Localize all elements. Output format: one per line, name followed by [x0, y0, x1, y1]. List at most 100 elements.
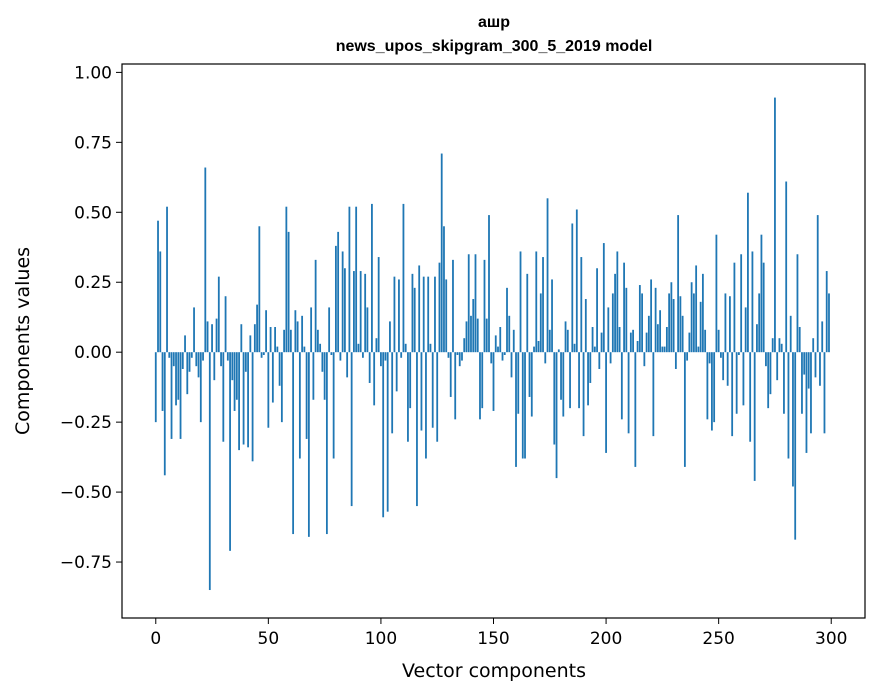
- bar-component-199: [602, 243, 605, 353]
- bar-component-190: [582, 352, 585, 437]
- bar-component-36: [235, 352, 238, 400]
- bar-component-137: [463, 338, 466, 353]
- bar-component-236: [686, 352, 689, 361]
- bar-component-135: [458, 352, 461, 367]
- bar-component-274: [771, 338, 774, 353]
- bar-component-145: [481, 352, 484, 409]
- bar-component-117: [418, 265, 421, 353]
- bar-component-11: [179, 352, 182, 439]
- bar-component-162: [519, 251, 522, 353]
- y-axis-label: Components values: [12, 247, 34, 435]
- bar-component-210: [627, 352, 630, 434]
- bar-component-100: [380, 352, 382, 367]
- bar-component-161: [517, 352, 520, 414]
- bar-component-156: [506, 287, 508, 353]
- bar-component-55: [278, 352, 281, 386]
- bar-component-263: [747, 192, 749, 353]
- plot-frame: [121, 63, 866, 619]
- bar-component-25: [211, 324, 213, 353]
- bar-component-78: [330, 352, 333, 355]
- bar-component-201: [607, 307, 610, 353]
- bar-component-95: [368, 352, 371, 383]
- bar-component-69: [310, 307, 313, 353]
- bar-component-216: [641, 293, 643, 353]
- chart-title-line-1: ашр: [478, 14, 510, 31]
- bar-component-118: [420, 352, 423, 431]
- bar-component-252: [722, 352, 725, 381]
- x-tick-label: 50: [258, 629, 280, 649]
- bar-component-41: [247, 352, 249, 448]
- bar-component-23: [206, 321, 209, 353]
- bar-component-211: [629, 332, 632, 353]
- bar-component-284: [794, 352, 797, 540]
- bar-component-208: [623, 262, 625, 353]
- bar-component-138: [465, 321, 468, 353]
- bar-component-22: [204, 167, 207, 353]
- y-tick-label: 0.00: [74, 343, 112, 363]
- bar-component-299: [828, 293, 830, 353]
- bar-component-120: [425, 352, 427, 459]
- bar-component-214: [636, 341, 639, 353]
- bar-component-254: [726, 352, 729, 386]
- bar-component-164: [524, 352, 526, 459]
- bar-component-76: [325, 352, 328, 535]
- bar-component-133: [454, 352, 457, 420]
- bar-component-102: [384, 352, 387, 361]
- bar-component-192: [587, 352, 589, 406]
- bar-component-264: [749, 352, 752, 442]
- bar-component-9: [175, 352, 177, 406]
- bar-component-175: [548, 329, 551, 353]
- bar-component-96: [371, 203, 373, 353]
- bar-component-73: [319, 343, 322, 353]
- bar-component-172: [542, 257, 544, 353]
- bar-component-212: [632, 329, 634, 353]
- bar-component-26: [213, 352, 216, 381]
- bar-component-52: [271, 352, 274, 403]
- bar-component-235: [683, 352, 686, 467]
- bar-component-122: [429, 343, 432, 353]
- bar-component-54: [276, 346, 279, 353]
- bar-component-63: [296, 321, 299, 353]
- y-tick-label: 0.75: [74, 133, 112, 153]
- bar-component-142: [474, 254, 477, 353]
- bar-component-97: [373, 352, 376, 406]
- bar-component-59: [287, 231, 290, 353]
- bar-component-68: [307, 352, 310, 537]
- y-tick-label: −0.75: [60, 553, 112, 573]
- bar-component-173: [544, 352, 547, 364]
- bar-component-266: [753, 352, 756, 481]
- bar-component-279: [783, 352, 785, 414]
- bar-component-39: [242, 352, 245, 445]
- bar-component-103: [386, 352, 389, 512]
- bar-component-270: [762, 262, 765, 353]
- bar-component-16: [190, 352, 193, 358]
- bar-component-213: [634, 352, 637, 467]
- bar-component-288: [803, 352, 806, 375]
- bar-component-47: [260, 352, 263, 358]
- bar-component-183: [566, 329, 569, 353]
- bar-component-227: [665, 327, 668, 353]
- bar-component-259: [738, 352, 740, 355]
- bar-component-57: [283, 329, 286, 353]
- bar-component-205: [616, 251, 619, 353]
- bar-component-130: [447, 352, 450, 358]
- bar-component-247: [711, 352, 713, 431]
- bar-component-84: [344, 268, 346, 353]
- bar-component-241: [697, 346, 700, 353]
- bar-component-30: [222, 352, 225, 442]
- bar-component-219: [647, 315, 650, 353]
- y-tick-label: 1.00: [74, 63, 112, 83]
- bar-component-0: [154, 352, 157, 423]
- bar-component-166: [528, 352, 531, 397]
- bar-component-217: [643, 352, 646, 367]
- bar-component-158: [510, 352, 513, 378]
- bar-component-275: [774, 97, 776, 353]
- bar-component-101: [382, 352, 385, 518]
- bar-component-62: [294, 310, 297, 353]
- bar-component-2: [159, 251, 162, 353]
- bar-component-6: [168, 352, 171, 358]
- y-tick-label: 0.25: [74, 273, 112, 293]
- bar-component-186: [573, 343, 576, 353]
- bar-component-85: [346, 352, 349, 378]
- bar-component-77: [328, 307, 331, 353]
